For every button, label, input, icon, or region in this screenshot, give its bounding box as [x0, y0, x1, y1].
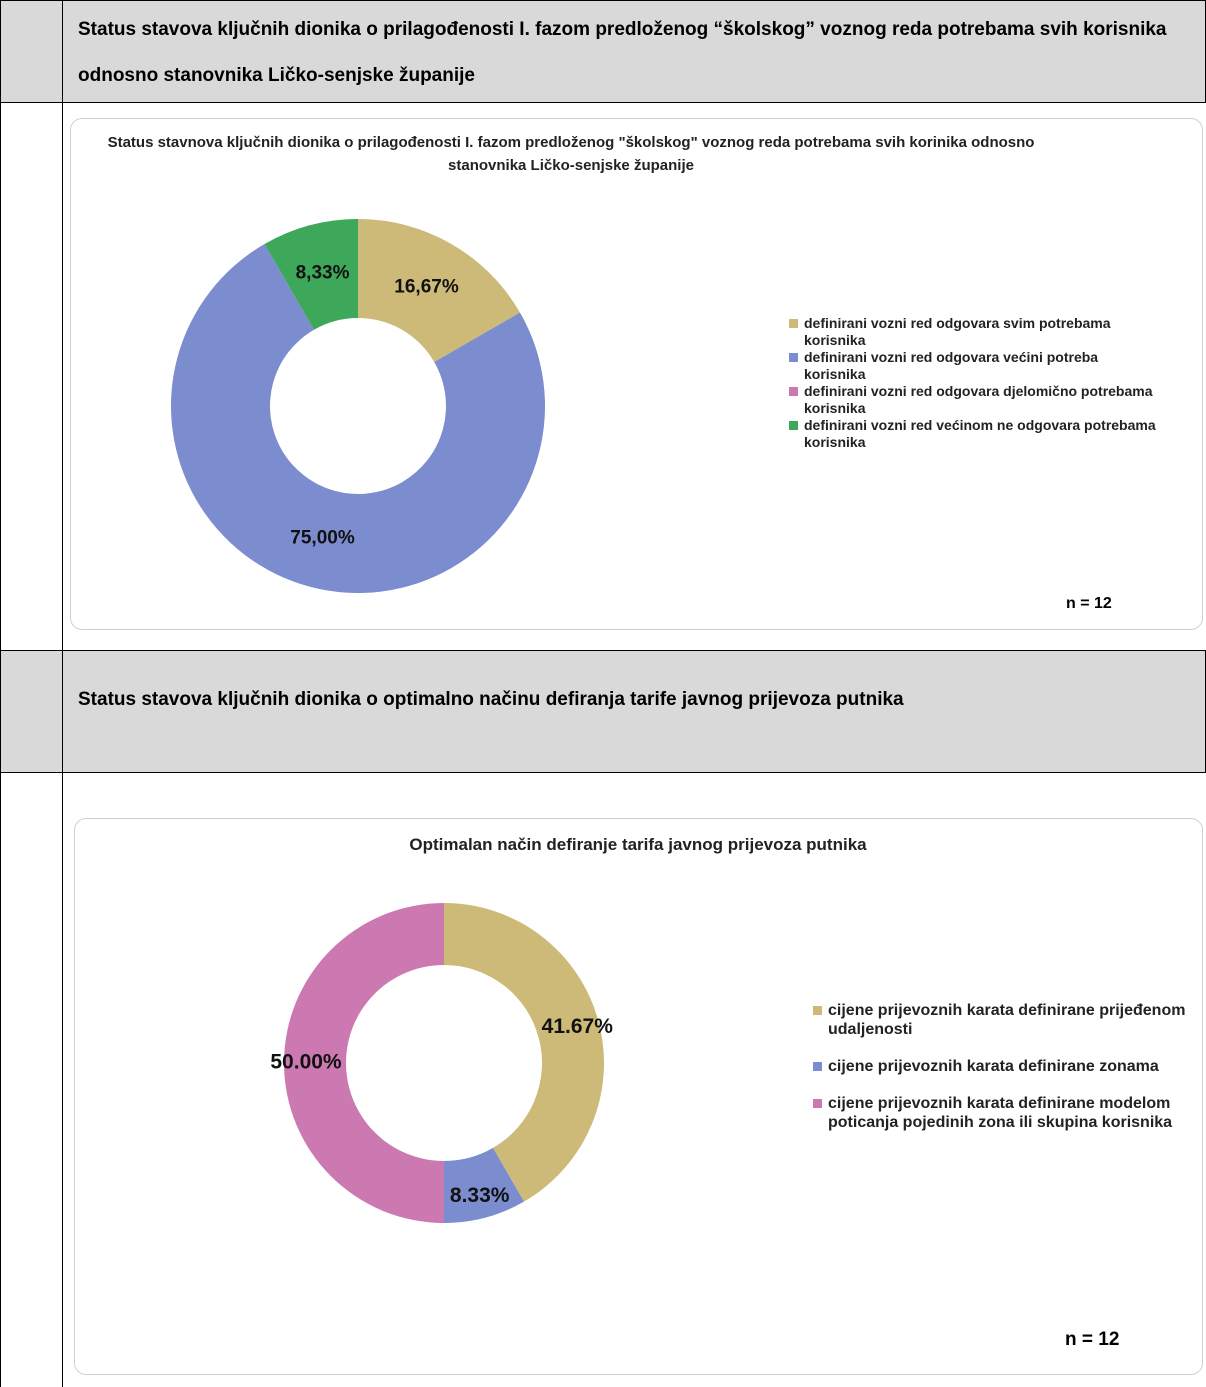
legend-swatch — [789, 421, 798, 430]
rule — [0, 0, 1206, 1]
legend-label: definirani vozni red većinom ne odgovara… — [804, 417, 1156, 450]
donut-slice — [264, 219, 358, 330]
legend-label: cijene prijevoznih karata definirane zon… — [828, 1058, 1159, 1075]
heading-row — [0, 650, 1206, 772]
data-label: 41.67% — [542, 1015, 614, 1038]
donut-slice — [358, 219, 520, 363]
heading: Status stavova ključnih dionika o prilag… — [78, 19, 1167, 86]
legend-item: definirani vozni red odgovara svim potre… — [789, 315, 1159, 349]
rule — [0, 102, 1206, 103]
legend-item: cijene prijevoznih karata definirane zon… — [813, 1057, 1193, 1076]
data-label: 75,00% — [290, 527, 355, 548]
donut-plot: 16,67% 75,00% 8,33% — [171, 219, 545, 593]
legend-swatch — [813, 1062, 822, 1071]
legend-swatch — [789, 353, 798, 362]
data-label: 8,33% — [296, 263, 350, 284]
data-label: 16,67% — [394, 276, 459, 297]
legend-item: cijene prijevoznih karata definirane pri… — [813, 1001, 1193, 1039]
rule — [0, 0, 1, 1387]
legend-label: definirani vozni red odgovara svim potre… — [804, 315, 1111, 348]
legend-label: cijene prijevoznih karata definirane mod… — [828, 1095, 1173, 1131]
donut-slice — [444, 1147, 524, 1223]
rule — [0, 650, 1206, 651]
annotation: n = 12 — [1066, 595, 1112, 612]
legend-swatch — [813, 1099, 822, 1108]
rule — [62, 0, 63, 1387]
legend-swatch — [813, 1006, 822, 1015]
heading: Status stavova ključnih dionika o optima… — [78, 689, 904, 710]
heading-row — [0, 0, 1206, 102]
data-label: 8.33% — [450, 1184, 510, 1207]
chart: 16,67% 75,00% 8,33% Status stavnova ključni… — [70, 118, 1203, 630]
annotation: n = 12 — [1065, 1329, 1120, 1350]
rule — [0, 772, 1206, 773]
donut-slice — [444, 903, 604, 1202]
chart-title: Status stavnova ključnih dionika o prila… — [107, 134, 1035, 174]
legend-label: definirani vozni red odgovara većini pot… — [804, 349, 1099, 382]
legend-label: definirani vozni red odgovara djelomično… — [804, 383, 1153, 416]
legend-item: definirani vozni red većinom ne odgovara… — [789, 417, 1159, 451]
chart-title: Optimalan način defiranje tarifa javnog … — [409, 835, 867, 854]
chart: 41.67% 8.33% 50.00% Optimalan način defiran… — [74, 818, 1203, 1375]
donut-slice — [284, 903, 444, 1223]
legend-item: definirani vozni red odgovara većini pot… — [789, 349, 1159, 383]
legend-item: definirani vozni red odgovara djelomično… — [789, 383, 1159, 417]
donut-plot: 41.67% 8.33% 50.00% — [270, 903, 614, 1223]
legend-item: cijene prijevoznih karata definirane mod… — [813, 1094, 1193, 1132]
legend-swatch — [789, 387, 798, 396]
legend: definirani vozni red odgovara svim potre… — [789, 315, 1159, 451]
donut-slice — [171, 244, 545, 593]
legend-swatch — [789, 319, 798, 328]
legend: cijene prijevoznih karata definirane pri… — [813, 1001, 1193, 1150]
data-label: 50.00% — [270, 1051, 342, 1074]
legend-label: cijene prijevoznih karata definirane pri… — [828, 1002, 1186, 1038]
